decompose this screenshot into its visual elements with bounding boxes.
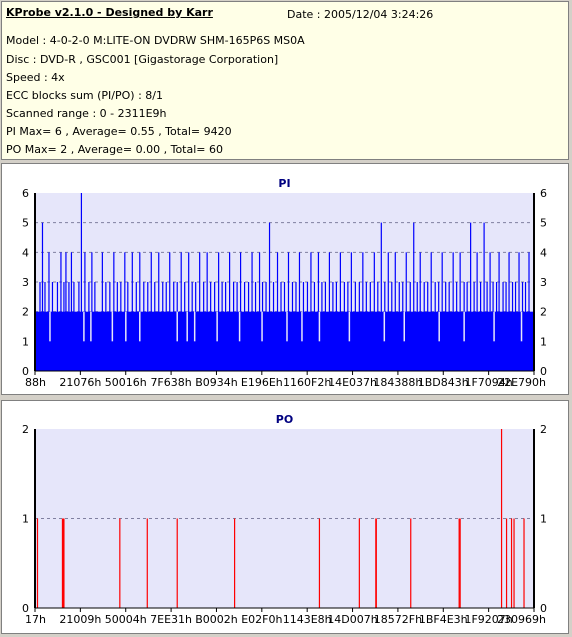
pi-xtick-label: 1BD843h <box>418 376 469 389</box>
po-xtick-label: 21009h <box>59 613 101 626</box>
po-chart-title: PO <box>276 413 293 426</box>
pi-xtick-label: 88h <box>25 376 46 389</box>
pi-ytick-left: 1 <box>22 335 29 348</box>
range-line: Scanned range : 0 - 2311E9h <box>6 107 167 120</box>
po-xtick-label: 1F9207h <box>464 613 512 626</box>
pi-ytick-right: 2 <box>540 306 547 319</box>
po-xtick-label: B0002h <box>195 613 238 626</box>
info-panel: KProbe v2.1.0 - Designed by Karr Date : … <box>1 1 569 160</box>
pi-stats-line: PI Max= 6 , Average= 0.55 , Total= 9420 <box>6 125 232 138</box>
po-xtick-label: 50004h <box>105 613 147 626</box>
pi-ytick-left: 3 <box>22 276 29 289</box>
pi-xtick-label: 7F638h <box>150 376 191 389</box>
po-xtick-label: 1143E8h <box>283 613 332 626</box>
po-chart: PO 0 0 1 1 2 2 17h 21009h 50004h 7EE31h B0002h E02F0… <box>22 413 547 626</box>
disc-line: Disc : DVD-R , GSC001 [Gigastorage Corpo… <box>6 53 279 66</box>
scan-date: Date : 2005/12/04 3:24:26 <box>287 8 434 21</box>
po-xtick-label: 7EE31h <box>150 613 192 626</box>
pi-ytick-left: 5 <box>22 217 29 230</box>
po-ytick-left: 1 <box>22 513 29 526</box>
pi-xtick-label: 1160F2h <box>283 376 331 389</box>
po-xtick-label: 14D007h <box>327 613 377 626</box>
pi-ytick-left: 0 <box>22 365 29 378</box>
model-line: Model : 4-0-2-0 M:LITE-ON DVDRW SHM-165P… <box>6 34 305 47</box>
pi-xtick-label: 14E037h <box>328 376 377 389</box>
pi-xtick-label: 1F7094h <box>464 376 512 389</box>
pi-ytick-right: 0 <box>540 365 547 378</box>
po-ytick-right: 1 <box>540 513 547 526</box>
po-xtick-label: 230969h <box>497 613 546 626</box>
pi-xtick-label: E196Eh <box>241 376 283 389</box>
pi-ytick-left: 6 <box>22 187 29 200</box>
pi-chart-panel: PI 0 0 1 1 2 2 3 3 4 4 5 5 6 6 88h 21076h 50016h 7F638h B09… <box>1 163 569 395</box>
po-ytick-right: 2 <box>540 423 547 436</box>
pi-chart-title: PI <box>278 177 290 190</box>
pi-xtick-label: 21076h <box>59 376 101 389</box>
po-xtick-label: 18572Fh <box>374 613 422 626</box>
pi-xtick-label: B0934h <box>195 376 238 389</box>
po-chart-panel: PO 0 0 1 1 2 2 17h 21009h 50004h 7EE31h B0002h E02F0… <box>1 400 569 634</box>
pi-ytick-left: 2 <box>22 306 29 319</box>
pi-ytick-right: 5 <box>540 217 547 230</box>
pi-ytick-right: 6 <box>540 187 547 200</box>
po-xtick-label: E02F0h <box>241 613 282 626</box>
po-xtick-label: 1BF4E3h <box>419 613 468 626</box>
pi-chart: PI 0 0 1 1 2 2 3 3 4 4 5 5 6 6 88h 21076h 50016h 7F638h B09… <box>22 177 547 389</box>
pi-xtick-label: 50016h <box>105 376 147 389</box>
pi-ytick-right: 3 <box>540 276 547 289</box>
pi-ytick-left: 4 <box>22 246 29 259</box>
pi-ytick-right: 1 <box>540 335 547 348</box>
po-ytick-left: 2 <box>22 423 29 436</box>
speed-line: Speed : 4x <box>6 71 65 84</box>
po-ytick-left: 0 <box>22 602 29 615</box>
po-ytick-right: 0 <box>540 602 547 615</box>
pi-ytick-right: 4 <box>540 246 547 259</box>
po-xtick-label: 17h <box>25 613 46 626</box>
pi-xtick-label: 22E790h <box>497 376 546 389</box>
app-title: KProbe v2.1.0 - Designed by Karr <box>6 6 213 19</box>
ecc-line: ECC blocks sum (PI/PO) : 8/1 <box>6 89 163 102</box>
po-stats-line: PO Max= 2 , Average= 0.00 , Total= 60 <box>6 143 223 156</box>
pi-xtick-label: 184388h <box>373 376 422 389</box>
